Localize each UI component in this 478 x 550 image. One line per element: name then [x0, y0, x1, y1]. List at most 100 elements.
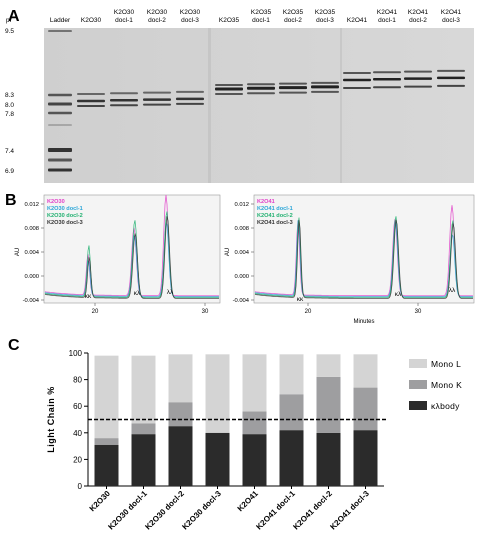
bar-segment — [131, 434, 156, 486]
gel-band — [343, 87, 371, 89]
iso-electric-focusing-gel: pI Ladder K2O30K2O30docl-1K2O30docl-2K2O30… — [5, 9, 474, 183]
bar-segment — [131, 423, 156, 435]
gel-separator — [208, 28, 211, 183]
pi-marker-label: 7.8 — [5, 111, 14, 118]
gel-band — [143, 91, 171, 94]
x-tick-label: K2O30 — [88, 489, 113, 514]
bar-segment — [168, 426, 193, 486]
legend-entry: K2O41 docl-3 — [257, 220, 293, 226]
gel-band — [176, 97, 204, 101]
gel-band — [279, 82, 307, 85]
legend-swatch — [409, 401, 427, 410]
gel-lane-sublabel: docl-3 — [442, 17, 460, 24]
gel-lane-sublabel: docl-2 — [409, 17, 427, 24]
y-axis-label: Light Chain % — [46, 386, 56, 453]
chromatogram-frame — [253, 194, 475, 304]
bar-segment — [316, 376, 341, 433]
gel-lane-label: K2O41 — [347, 17, 368, 24]
gel-band — [404, 85, 432, 88]
gel-band — [143, 98, 171, 101]
bar-segment — [316, 354, 341, 377]
x-axis-label: Minutes — [353, 319, 374, 325]
legend-swatch — [409, 359, 427, 368]
legend-entry: K2O30 docl-2 — [47, 213, 83, 219]
pi-marker-label: 8.0 — [5, 102, 14, 109]
legend-label: Mono K — [431, 380, 462, 390]
gel-band — [279, 91, 307, 94]
gel-band — [48, 30, 72, 32]
y-tick-label: 0.008 — [24, 226, 39, 232]
gel-lane-label: K2O41 — [408, 9, 429, 16]
peak-label: κλ — [134, 290, 141, 297]
legend-entry: K2O30 docl-3 — [47, 220, 83, 226]
gel-band — [279, 86, 307, 90]
gel-lane-label: Ladder — [50, 17, 71, 24]
y-tick-label: 0.012 — [234, 202, 249, 208]
gel-band — [48, 148, 72, 152]
gel-lane-sublabel: docl-1 — [252, 17, 270, 24]
pi-marker-label: 9.5 — [5, 28, 14, 35]
y-tick-label: 40 — [73, 429, 82, 438]
gel-band — [437, 76, 465, 80]
gel-lane-label: K2O35 — [251, 9, 272, 16]
bar-segment — [242, 411, 267, 435]
gel-band — [143, 103, 171, 106]
gel-band — [343, 78, 371, 82]
gel-lane-label: K2O30 — [180, 9, 201, 16]
y-tick-label: -0.004 — [23, 298, 40, 304]
bar-segment — [279, 430, 304, 486]
bar-segment — [242, 354, 267, 412]
y-tick-label: 0.004 — [234, 250, 249, 256]
peak-label: κκ — [297, 296, 304, 303]
y-tick-label: 0 — [78, 482, 83, 491]
y-axis-label: AU — [225, 248, 231, 256]
legend-entry: K2O30 — [47, 199, 65, 205]
pi-marker-label: 7.4 — [5, 148, 14, 155]
gel-band — [215, 84, 243, 86]
y-tick-label: 0.000 — [234, 274, 249, 280]
chromatogram-trace — [254, 205, 473, 297]
chromatogram-trace — [44, 194, 219, 297]
gel-band — [110, 104, 138, 107]
gel-band — [404, 77, 432, 80]
gel-lane-label: K2O30 — [81, 17, 102, 24]
gel-band — [77, 99, 105, 103]
panel-letter-a: A — [8, 8, 20, 25]
gel-lane-label: K2O41 — [441, 9, 462, 16]
gel-band — [48, 168, 72, 172]
bar-segment — [94, 355, 119, 439]
bar-segment — [353, 430, 378, 486]
y-tick-label: 100 — [69, 349, 83, 358]
x-tick-label: 20 — [305, 309, 312, 315]
bar-segment — [353, 354, 378, 388]
gel-band — [176, 102, 204, 105]
y-tick-label: -0.004 — [233, 298, 250, 304]
gel-band — [437, 84, 465, 87]
y-tick-label: 0.004 — [24, 250, 39, 256]
gel-lane-label: K2O30 — [114, 9, 135, 16]
y-tick-label: 20 — [73, 455, 82, 464]
gel-band — [215, 87, 243, 91]
pi-marker-label: 8.3 — [5, 92, 14, 99]
legend-label: κλbody — [431, 401, 460, 411]
x-tick-label: 30 — [415, 309, 422, 315]
x-tick-label: K2O41 — [236, 489, 261, 514]
gel-lane-sublabel: docl-3 — [181, 17, 199, 24]
chromatogram-trace — [44, 216, 219, 299]
bar-segment — [94, 438, 119, 445]
chromatogram-trace — [254, 220, 473, 298]
peak-label: κλ — [395, 291, 402, 298]
gel-lane-label: K2O35 — [315, 9, 336, 16]
bar-segment — [205, 354, 230, 433]
y-tick-label: 80 — [73, 376, 82, 385]
gel-lane-sublabel: docl-2 — [148, 17, 166, 24]
gel-band — [437, 69, 465, 72]
bar-segment — [168, 354, 193, 403]
gel-band — [77, 105, 105, 107]
x-tick-label: 20 — [92, 309, 99, 315]
y-tick-label: 0.000 — [24, 274, 39, 280]
gel-separator — [340, 28, 342, 183]
x-tick-label: 30 — [202, 309, 209, 315]
gel-band — [311, 85, 339, 89]
